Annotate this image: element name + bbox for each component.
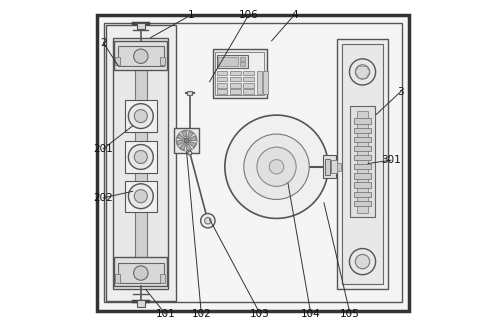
Wedge shape — [179, 143, 185, 150]
Bar — [160, 274, 165, 283]
Bar — [354, 118, 371, 124]
Bar — [160, 57, 165, 65]
Circle shape — [349, 249, 375, 275]
Bar — [118, 46, 164, 66]
Text: 105: 105 — [340, 309, 360, 319]
Circle shape — [134, 49, 148, 63]
Bar — [239, 57, 245, 61]
Bar — [135, 59, 147, 267]
Bar — [230, 83, 240, 88]
Circle shape — [134, 150, 147, 164]
Text: 101: 101 — [155, 309, 175, 319]
Circle shape — [134, 266, 148, 280]
Text: 301: 301 — [381, 155, 401, 165]
Text: 1: 1 — [188, 10, 195, 20]
Wedge shape — [177, 134, 184, 140]
Bar — [217, 89, 227, 94]
Bar — [263, 71, 268, 94]
Text: 103: 103 — [250, 309, 270, 319]
Wedge shape — [186, 144, 192, 150]
Bar — [115, 274, 120, 283]
Bar — [354, 173, 371, 179]
Bar — [218, 57, 237, 66]
Bar — [354, 182, 371, 188]
Circle shape — [134, 110, 147, 123]
Bar — [113, 38, 168, 289]
Bar — [354, 201, 371, 206]
Bar — [354, 164, 371, 169]
Wedge shape — [177, 141, 183, 146]
Bar — [217, 55, 248, 68]
Bar — [137, 300, 145, 307]
Text: 2: 2 — [100, 38, 106, 47]
Bar — [357, 111, 368, 213]
Circle shape — [129, 104, 153, 129]
Bar — [325, 159, 331, 175]
Bar — [243, 83, 254, 88]
Text: 202: 202 — [93, 193, 113, 203]
Circle shape — [188, 151, 192, 155]
Circle shape — [355, 254, 370, 269]
Bar — [174, 128, 199, 153]
Text: 4: 4 — [291, 10, 298, 20]
Bar — [323, 155, 336, 178]
Bar — [114, 257, 167, 286]
Bar — [104, 23, 402, 302]
Text: 3: 3 — [398, 87, 404, 96]
Bar — [354, 192, 371, 197]
Bar — [354, 137, 371, 142]
Bar — [239, 62, 245, 66]
Circle shape — [269, 160, 284, 174]
Bar — [243, 89, 254, 94]
Bar — [230, 89, 240, 94]
Bar — [217, 71, 227, 75]
Circle shape — [201, 214, 215, 228]
Bar — [114, 41, 167, 70]
Wedge shape — [182, 131, 186, 137]
Bar — [217, 77, 227, 81]
Wedge shape — [187, 131, 194, 138]
Bar — [105, 25, 176, 301]
Circle shape — [129, 145, 153, 169]
Bar — [213, 49, 267, 98]
Bar — [350, 106, 374, 217]
Circle shape — [355, 65, 370, 79]
Circle shape — [184, 138, 189, 143]
Bar — [125, 141, 157, 173]
Bar — [118, 263, 164, 283]
Text: 201: 201 — [93, 144, 113, 154]
Circle shape — [257, 147, 296, 186]
Bar — [332, 160, 337, 173]
Bar — [230, 77, 240, 81]
Circle shape — [244, 134, 309, 199]
Wedge shape — [190, 136, 197, 141]
Bar — [337, 163, 341, 171]
Circle shape — [205, 217, 211, 224]
Text: 102: 102 — [192, 309, 211, 319]
Bar — [337, 39, 388, 289]
Bar — [215, 52, 264, 95]
Circle shape — [134, 190, 147, 203]
Circle shape — [129, 184, 153, 209]
Bar — [342, 44, 383, 284]
Bar — [137, 23, 145, 29]
Circle shape — [349, 59, 375, 85]
Bar — [125, 100, 157, 132]
Text: 106: 106 — [239, 10, 259, 20]
Bar — [354, 146, 371, 151]
Bar — [257, 71, 262, 94]
Bar — [354, 155, 371, 160]
Bar — [115, 57, 120, 65]
Bar — [187, 91, 192, 95]
Bar — [243, 71, 254, 75]
Circle shape — [225, 115, 328, 218]
Wedge shape — [190, 142, 196, 147]
Text: 104: 104 — [301, 309, 321, 319]
Bar — [230, 71, 240, 75]
Bar — [354, 128, 371, 133]
Bar — [243, 77, 254, 81]
Bar — [125, 181, 157, 212]
Bar — [217, 83, 227, 88]
